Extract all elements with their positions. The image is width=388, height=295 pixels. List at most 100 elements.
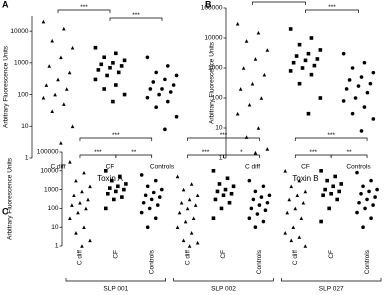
- data-point: [363, 206, 367, 211]
- data-point: [93, 45, 98, 50]
- data-point: [174, 114, 179, 119]
- data-point: [122, 187, 126, 192]
- data-point: [155, 203, 160, 207]
- data-point: [139, 173, 144, 177]
- data-point: [108, 186, 112, 190]
- data-point: [157, 195, 162, 199]
- data-point: [265, 147, 270, 151]
- data-point: [297, 42, 302, 47]
- data-point: [70, 45, 75, 50]
- y-axis-label: Arbitrary Fluorescence Units: [7, 157, 14, 240]
- data-point: [368, 81, 373, 86]
- y-tick-label: 10: [51, 224, 59, 231]
- data-point: [359, 191, 363, 196]
- category-label: C diff: [50, 164, 65, 171]
- data-point: [231, 184, 236, 189]
- data-point: [141, 200, 146, 205]
- y-tick-label: 1: [219, 155, 223, 162]
- data-point: [371, 117, 376, 121]
- data-point: [96, 68, 101, 72]
- group-label: SLP 002: [211, 286, 236, 293]
- data-point: [223, 187, 228, 192]
- data-point: [102, 55, 106, 60]
- data-point: [293, 206, 298, 211]
- data-point: [163, 77, 167, 82]
- significance-bracket: [330, 154, 368, 158]
- data-point: [175, 225, 180, 229]
- significance-label: ***: [132, 12, 140, 19]
- data-point: [283, 169, 288, 173]
- data-point: [68, 216, 72, 221]
- data-point: [160, 87, 164, 91]
- data-point: [297, 81, 302, 86]
- significance-bracket: [115, 154, 153, 158]
- data-point: [337, 189, 342, 194]
- data-point: [247, 102, 252, 107]
- data-point: [365, 197, 369, 202]
- data-point: [120, 195, 124, 199]
- data-point: [145, 184, 150, 189]
- data-point: [300, 66, 305, 70]
- data-point: [229, 191, 234, 196]
- data-point: [253, 225, 258, 229]
- data-point: [105, 73, 109, 78]
- data-point: [259, 195, 264, 199]
- data-point: [235, 111, 240, 116]
- y-tick-label: 1: [25, 155, 29, 162]
- data-point: [145, 225, 150, 229]
- data-point: [362, 105, 367, 109]
- data-point: [189, 231, 194, 235]
- data-point: [367, 189, 371, 194]
- significance-bracket: [187, 137, 260, 141]
- data-point: [114, 189, 118, 194]
- data-point: [329, 191, 333, 196]
- data-point: [333, 174, 337, 179]
- data-point: [319, 169, 323, 173]
- significance-label: *: [240, 149, 243, 156]
- data-point: [193, 203, 198, 207]
- data-point: [289, 238, 294, 243]
- data-point: [50, 38, 54, 43]
- data-point: [174, 73, 179, 78]
- data-point: [288, 69, 293, 73]
- data-point: [119, 64, 124, 68]
- data-point: [181, 238, 186, 243]
- significance-label: ***: [309, 149, 317, 156]
- data-point: [62, 26, 66, 31]
- y-tick-label: 10: [215, 125, 223, 132]
- significance-bracket: [252, 1, 306, 5]
- data-point: [111, 99, 115, 104]
- data-point: [369, 216, 373, 221]
- data-point: [118, 174, 122, 179]
- data-point: [154, 70, 158, 75]
- category-label: Controls: [256, 249, 263, 274]
- significance-label: ***: [327, 132, 335, 139]
- category-label: C diff: [77, 250, 84, 265]
- data-point: [102, 87, 106, 91]
- data-point: [373, 195, 377, 199]
- data-point: [159, 187, 164, 192]
- data-point: [303, 244, 308, 248]
- category-label: Controls: [364, 249, 371, 274]
- data-point: [111, 61, 115, 65]
- significance-label: ***: [80, 4, 88, 11]
- data-point: [195, 240, 200, 245]
- data-point: [112, 197, 116, 202]
- data-point: [294, 54, 299, 58]
- data-point: [110, 178, 114, 183]
- data-point: [259, 96, 264, 100]
- data-point: [261, 219, 266, 224]
- significance-label: ***: [328, 4, 336, 11]
- data-point: [153, 178, 158, 183]
- significance-bracket: [79, 137, 153, 141]
- data-point: [88, 184, 92, 189]
- data-point: [375, 187, 379, 192]
- data-point: [361, 225, 365, 229]
- data-point: [318, 48, 323, 52]
- data-point: [211, 169, 216, 173]
- data-point: [350, 111, 355, 116]
- group-label: SLP 001: [103, 286, 128, 293]
- data-point: [217, 182, 222, 186]
- data-point: [215, 189, 220, 194]
